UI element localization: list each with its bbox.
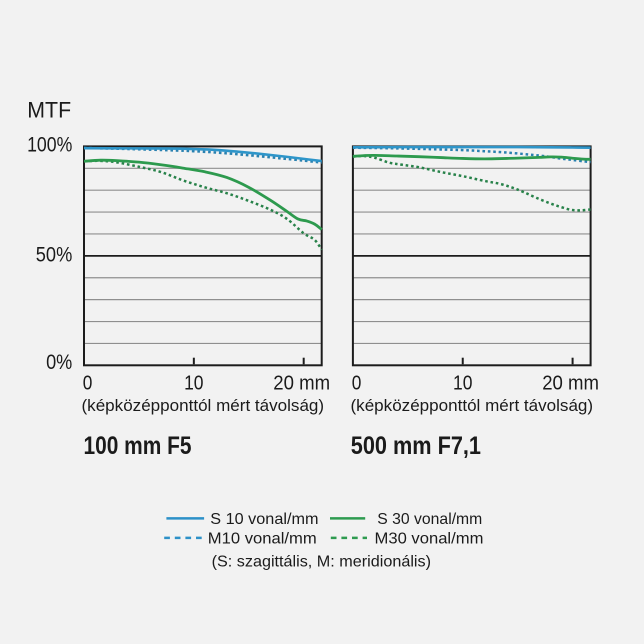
svg-text:S 10 vonal/mm: S 10 vonal/mm xyxy=(210,511,318,528)
svg-text:10: 10 xyxy=(453,373,472,395)
svg-text:0: 0 xyxy=(352,373,362,395)
svg-text:500 mm F7,1: 500 mm F7,1 xyxy=(351,432,481,460)
svg-text:20 mm: 20 mm xyxy=(542,373,599,395)
svg-text:(képközépponttól mért távolság: (képközépponttól mért távolság) xyxy=(82,397,325,415)
svg-text:100%: 100% xyxy=(27,133,72,157)
svg-text:10: 10 xyxy=(184,373,203,395)
svg-text:S 30 vonal/mm: S 30 vonal/mm xyxy=(377,511,482,528)
svg-text:M10 vonal/mm: M10 vonal/mm xyxy=(208,530,317,547)
svg-text:M30 vonal/mm: M30 vonal/mm xyxy=(375,530,484,547)
svg-text:(képközépponttól mért távolság: (képközépponttól mért távolság) xyxy=(351,397,594,415)
svg-text:(S: szagittális, M: meridionál: (S: szagittális, M: meridionális) xyxy=(212,553,431,570)
svg-text:MTF: MTF xyxy=(27,98,71,123)
svg-text:20 mm: 20 mm xyxy=(273,373,330,395)
svg-text:100 mm F5: 100 mm F5 xyxy=(84,432,192,460)
svg-text:50%: 50% xyxy=(36,242,73,266)
svg-text:0%: 0% xyxy=(46,350,72,374)
svg-text:0: 0 xyxy=(83,373,93,395)
